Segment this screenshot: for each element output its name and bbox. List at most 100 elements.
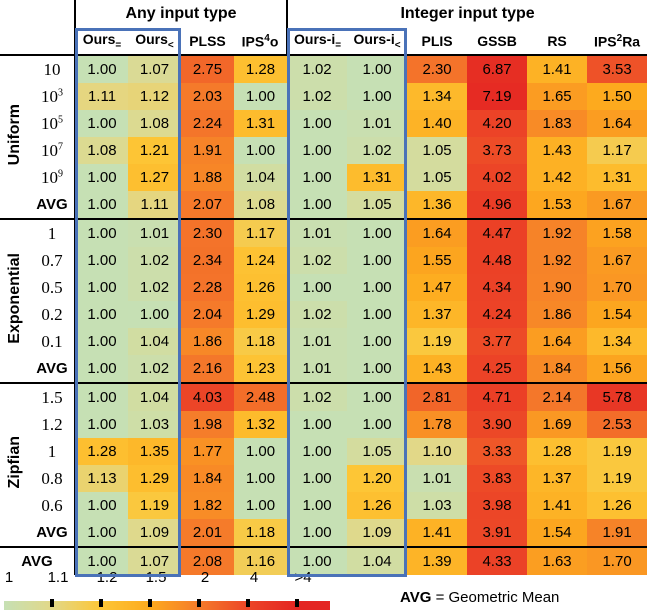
row-label: 0.6 [30,492,76,519]
value-cell: 1.47 [407,274,468,301]
value-cell: 1.13 [75,465,128,492]
data-row: AVG 1.00 1.09 2.01 1.18 1.00 1.09 1.41 3.91 1.54 1… [0,519,647,547]
value-cell: 1.00 [347,411,408,438]
value-cell: 1.00 [347,301,408,328]
value-cell: 2.34 [181,247,234,274]
row-label: 0.2 [30,301,76,328]
row-label: 1.5 [30,382,76,411]
value-cell: 1.02 [287,247,348,274]
column-label-rest: o [269,33,279,50]
data-row: 0.6 1.00 1.19 1.82 1.00 1.00 1.26 1.03 3.98 1.41 1… [0,492,647,519]
data-row: 103 1.11 1.12 2.03 1.00 1.02 1.00 1.34 7.19 1.65 1… [0,83,647,110]
value-cell: 1.92 [527,218,588,247]
column-header: Ours-i= [286,28,348,55]
value-cell: 1.00 [287,546,348,575]
group-header: Any input type [125,5,237,22]
value-cell: 1.53 [527,191,588,219]
row-label-text: 1.2 [41,414,63,434]
column-label-sub: < [167,39,174,51]
value-cell: 1.00 [287,191,348,219]
legend-tick-mark [50,599,54,607]
value-cell: 3.53 [587,54,647,83]
value-cell: 1.05 [347,191,408,219]
column-header: RS [527,28,587,55]
column-label: GSSB [477,33,517,49]
column-label-sup: 4 [264,32,270,44]
value-cell: 1.11 [75,83,128,110]
value-cell: 1.86 [527,301,588,328]
value-cell: 1.00 [287,465,348,492]
row-label-text: AVG [36,360,68,377]
legend-tick-label: 1.1 [47,569,69,586]
value-cell: 1.10 [407,438,468,465]
data-row: 0.7 1.00 1.02 2.34 1.24 1.02 1.00 1.55 4.48 1.92 1… [0,247,647,274]
value-cell: 1.00 [75,382,128,411]
legend-tick-label: 1.5 [145,569,167,586]
row-label: 1 [30,438,76,465]
value-cell: 1.03 [407,492,468,519]
value-cell: 1.01 [287,218,348,247]
value-cell: 1.00 [347,274,408,301]
value-cell: 1.02 [287,301,348,328]
legend-tick-mark [246,599,250,607]
value-cell: 1.91 [587,519,647,547]
value-cell: 3.91 [467,519,528,547]
value-cell: 2.81 [407,382,468,411]
value-cell: 1.27 [128,164,181,191]
value-cell: 1.00 [234,465,288,492]
value-cell: 1.07 [128,546,181,575]
column-header: Ours-i< [347,28,407,55]
value-cell: 4.47 [467,218,528,247]
column-header: IPS4o [234,28,287,55]
value-cell: 4.34 [467,274,528,301]
data-row: Exponential 1 1.00 1.01 2.30 1.17 1.01 1.00 1.64… [0,218,647,383]
value-cell: 1.05 [407,137,468,164]
value-cell: 1.92 [527,247,588,274]
value-cell: 1.39 [407,546,468,575]
value-cell: 1.70 [587,274,647,301]
value-cell: 1.00 [347,218,408,247]
value-cell: 1.28 [527,438,588,465]
row-label: AVG [30,191,76,219]
value-cell: 1.01 [287,328,348,355]
value-cell: 1.31 [347,164,408,191]
row-label-text-sup: 3 [58,86,63,98]
column-header: Ours< [128,28,181,55]
legend-tick-mark [99,599,103,607]
value-cell: 1.00 [75,54,128,83]
value-cell: 1.00 [234,492,288,519]
value-cell: 1.00 [75,355,128,383]
value-cell: 1.84 [527,355,588,383]
value-cell: 1.24 [234,247,288,274]
column-header: PLIS [407,28,467,55]
row-label: AVG [30,355,76,383]
value-cell: 2.24 [181,110,234,137]
value-cell: 1.01 [407,465,468,492]
value-cell: 1.00 [75,110,128,137]
column-header: IPS2Ra [587,28,647,55]
value-cell: 1.00 [347,355,408,383]
value-cell: 2.53 [587,411,647,438]
note-text: = Geometric Mean [435,589,560,606]
row-label-text: 0.8 [41,468,63,488]
value-cell: 1.34 [407,83,468,110]
value-cell: 1.00 [234,83,288,110]
value-cell: 1.11 [128,191,181,219]
value-cell: 1.00 [287,519,348,547]
value-cell: 1.00 [75,328,128,355]
group-header: Integer input type [286,0,647,28]
value-cell: 1.43 [407,355,468,383]
row-label: 0.7 [30,247,76,274]
column-label: PLIS [421,33,453,49]
value-cell: 1.88 [181,164,234,191]
value-cell: 1.56 [587,355,647,383]
row-label: 0.8 [30,465,76,492]
value-cell: 3.90 [467,411,528,438]
row-label: 109 [30,164,76,191]
corner-cell [0,28,76,55]
column-label-sub: = [115,39,122,51]
legend-tick-mark [197,599,201,607]
value-cell: 1.01 [128,218,181,247]
value-cell: 1.31 [234,110,288,137]
row-label-text: 10 [43,59,61,79]
